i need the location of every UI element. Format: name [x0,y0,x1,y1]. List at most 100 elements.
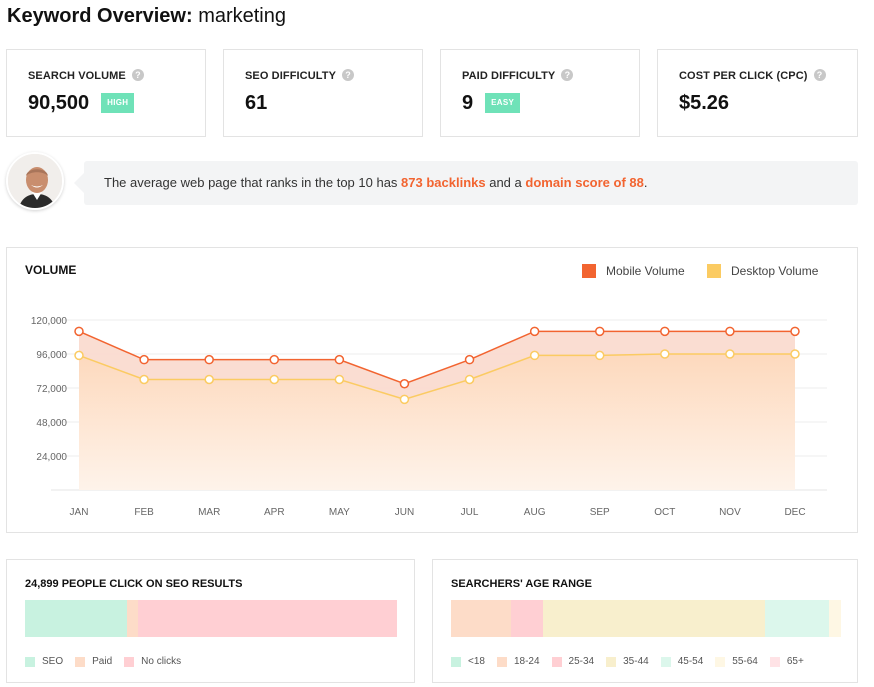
metric-badge: HIGH [101,93,135,113]
y-tick-label: 120,000 [31,316,68,327]
age-segment[interactable] [511,600,543,637]
mobile-volume-point [725,326,735,337]
mobile-volume-point [594,326,605,337]
chart-title: VOLUME [25,263,77,277]
metric-value-text: 90,500 [28,92,90,114]
metric-label-text: SEARCH VOLUME [28,70,126,82]
clicks-legend-item: Paid [75,656,112,667]
x-tick-label: JUL [461,507,479,518]
desktop-volume-point [529,350,540,361]
metric-value: 61 [245,92,267,115]
mobile-volume-point [269,354,280,365]
volume-chart-card: VOLUME Mobile Volume Desktop Volume 120,… [6,247,858,533]
age-legend-item: <18 [451,656,485,667]
age-legend-item: 25-34 [551,656,595,667]
age-segment[interactable] [764,600,830,637]
desktop-volume-point [269,374,280,385]
legend-swatch [75,656,86,667]
age-legend-label: 25-34 [568,656,595,667]
age-segment[interactable] [829,600,841,637]
legend-label: Mobile Volume [606,264,685,278]
legend-swatch [606,656,617,667]
tip-banner: The average web page that ranks in the t… [6,152,858,214]
mobile-volume-point [334,354,345,365]
tip-text-part: and a [485,175,526,190]
age-title: SEARCHERS' AGE RANGE [451,578,592,590]
age-card: SEARCHERS' AGE RANGE <18 18-24 25-34 35-44 4… [432,559,858,683]
clicks-legend-label: Paid [92,656,113,667]
clicks-legend-item: SEO [25,656,63,667]
metric-label: SEO DIFFICULTY? [245,69,355,82]
clicks-segment[interactable] [25,600,128,637]
x-tick-label: DEC [784,507,805,518]
age-legend-label: 45-54 [677,656,704,667]
avatar [6,152,64,210]
desktop-volume-point [660,349,670,359]
help-icon[interactable]: ? [131,69,144,81]
clicks-legend: SEO Paid No clicks [25,656,193,667]
metric-value-text: $5.26 [679,92,730,114]
avatar-portrait-icon [8,154,62,208]
desktop-volume-point [334,374,345,385]
age-legend-label: <18 [468,656,485,667]
age-legend-item: 55-64 [715,656,758,667]
metric-badge: EASY [485,93,521,113]
page-title-keyword: marketing [198,5,286,27]
clicks-legend-item: No clicks [124,656,181,667]
desktop-volume-point [725,349,735,359]
x-tick-label: JAN [70,507,89,518]
legend-swatch [582,264,596,278]
desktop-volume-point [74,350,84,361]
legend-swatch [124,656,135,667]
clicks-title: 24,899 PEOPLE CLICK ON SEO RESULTS [25,578,243,590]
legend-swatch [551,656,562,667]
clicks-segment[interactable] [138,600,397,637]
x-tick-label: NOV [719,507,741,518]
y-tick-label: 48,000 [36,418,67,429]
metric-value: $5.26 [679,92,729,115]
help-icon[interactable]: ? [561,69,574,81]
legend-swatch [496,656,507,667]
tip-text: The average web page that ranks in the t… [104,175,647,190]
desktop-volume-point [139,374,149,385]
legend-swatch [769,656,780,667]
desktop-volume-point [464,374,475,385]
age-legend-label: 55-64 [732,656,758,667]
page-title-prefix: Keyword Overview: [7,5,193,27]
metric-value: 9 EASY [462,92,521,115]
mobile-volume-point [529,326,540,337]
age-segment[interactable] [451,600,512,637]
metric-label: COST PER CLICK (CPC)? [679,69,826,82]
desktop-volume-point [790,349,800,359]
metric-card-search-volume: SEARCH VOLUME? 90,500 HIGH [6,49,206,137]
age-legend-item: 45-54 [660,656,704,667]
legend-swatch [715,656,726,667]
tip-text-part: . [643,175,648,190]
desktop-volume-point [399,394,410,405]
age-legend-label: 65+ [786,656,804,667]
legend-swatch [707,264,721,278]
x-tick-label: APR [264,507,285,518]
mobile-volume-point [139,354,149,365]
x-tick-label: MAY [329,507,350,518]
metric-label-text: COST PER CLICK (CPC) [679,70,808,82]
legend-mobile[interactable]: Mobile Volume [582,264,685,278]
metric-value-text: 9 [462,92,474,114]
x-tick-label: JUN [395,507,414,518]
help-icon[interactable]: ? [813,69,826,81]
help-icon[interactable]: ? [342,69,355,81]
y-tick-label: 24,000 [36,452,67,463]
clicks-segment[interactable] [127,600,139,637]
x-tick-label: MAR [198,507,220,518]
legend-swatch [25,656,35,667]
metric-label: PAID DIFFICULTY? [462,69,574,82]
mobile-volume-point [464,354,475,365]
clicks-stacked-bar [25,600,397,637]
age-segment[interactable] [542,600,765,637]
legend-desktop[interactable]: Desktop Volume [707,264,818,278]
tip-box: The average web page that ranks in the t… [74,161,858,205]
metric-card-seo-difficulty: SEO DIFFICULTY? 61 [223,49,423,137]
metric-label-text: SEO DIFFICULTY [245,70,337,82]
age-legend: <18 18-24 25-34 35-44 45-54 55-64 65+ [451,656,816,667]
desktop-volume-area [79,354,795,490]
